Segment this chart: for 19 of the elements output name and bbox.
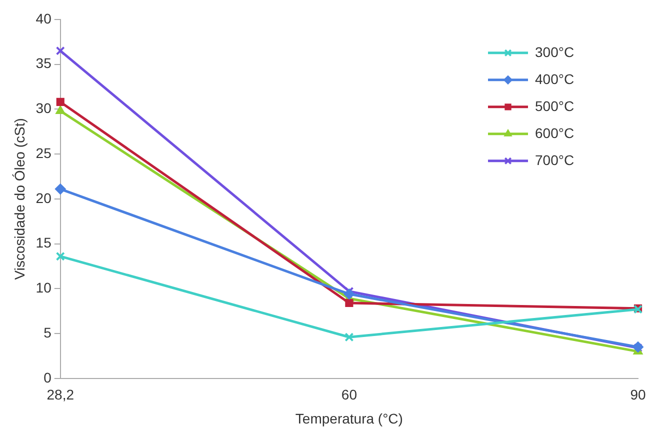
legend-label: 300°C	[535, 44, 574, 60]
y-tick-label: 40	[36, 10, 52, 26]
legend-label: 400°C	[535, 70, 574, 87]
legend-label: 700°C	[535, 152, 574, 168]
y-tick-label: 15	[36, 234, 52, 251]
y-tick-label: 0	[44, 369, 52, 386]
legend-label: 500°C	[535, 98, 574, 114]
y-tick-label: 5	[44, 324, 52, 340]
x-tick-label: 60	[341, 386, 358, 403]
y-tick-label: 20	[36, 190, 52, 206]
legend-label: 600°C	[535, 124, 574, 141]
y-tick-label: 10	[36, 280, 52, 296]
x-tick-label: 90	[630, 386, 646, 403]
y-tick-label: 25	[36, 144, 52, 161]
x-axis-title: Temperatura (°C)	[295, 410, 403, 426]
y-axis-title: Viscosidade do Óleo (cSt)	[11, 118, 28, 280]
y-tick-label: 35	[36, 55, 52, 72]
x-tick-label: 28,2	[46, 386, 74, 403]
y-tick-label: 30	[36, 100, 52, 116]
